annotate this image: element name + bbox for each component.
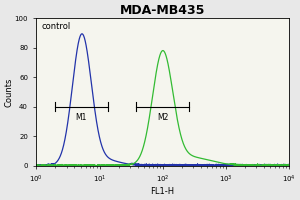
Text: control: control (41, 22, 70, 31)
Title: MDA-MB435: MDA-MB435 (120, 4, 205, 17)
Text: M1: M1 (75, 113, 86, 122)
Y-axis label: Counts: Counts (4, 77, 13, 107)
X-axis label: FL1-H: FL1-H (151, 187, 175, 196)
Text: M2: M2 (157, 113, 169, 122)
